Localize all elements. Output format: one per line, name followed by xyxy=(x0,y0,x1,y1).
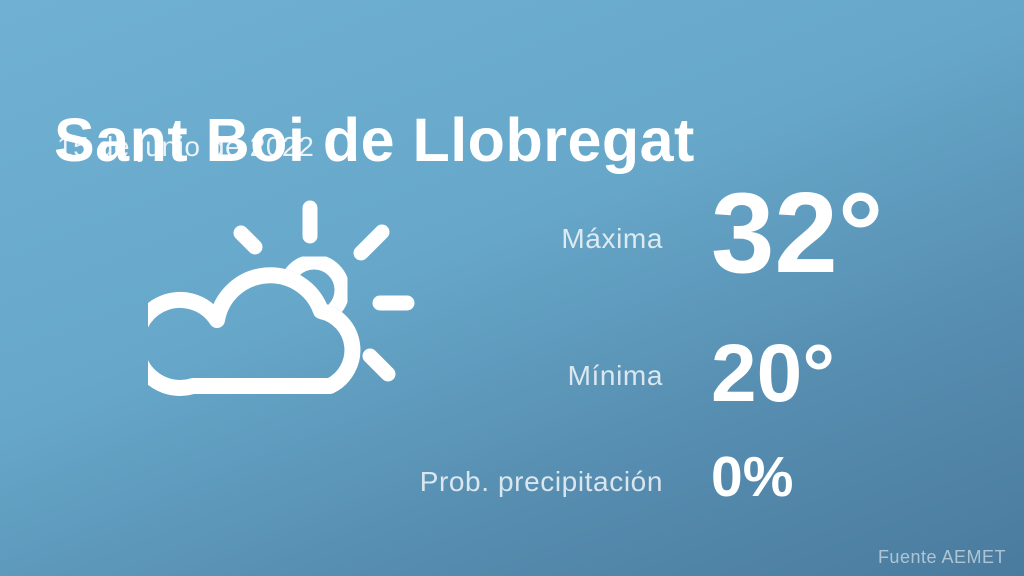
min-temp-label: Mínima xyxy=(567,360,663,391)
precipitation-label: Prob. precipitación xyxy=(419,466,663,497)
sun-ray-se xyxy=(362,348,396,382)
max-temp-label: Máxima xyxy=(561,223,663,254)
min-temp-value: 20° xyxy=(711,328,836,419)
page-title: Sant Boi de Llobregat xyxy=(54,105,695,174)
date-label: 15 de junio de 2022 xyxy=(57,131,315,162)
sun-behind-cloud-icon xyxy=(148,200,415,396)
sun-ray-ne xyxy=(353,224,390,261)
max-temp-value: 32° xyxy=(711,170,884,297)
sun-ray-nw xyxy=(233,225,263,255)
cloud-outline xyxy=(148,267,361,396)
sun-circle xyxy=(278,254,350,326)
precipitation-value: 0% xyxy=(711,445,794,509)
source-attribution: Fuente AEMET xyxy=(877,547,1006,567)
